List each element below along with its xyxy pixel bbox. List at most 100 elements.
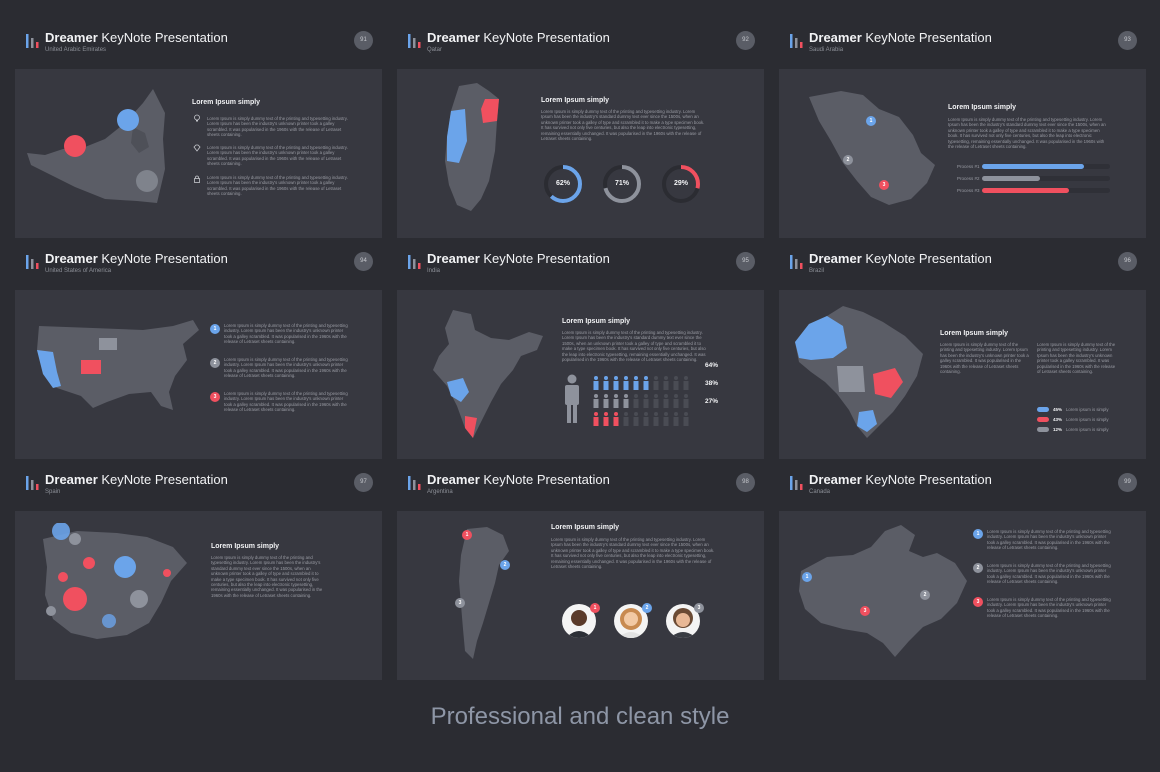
bar-fill [982, 188, 1070, 193]
logo-bars-icon [408, 476, 421, 490]
slide-title: Dreamer KeyNote Presentation [427, 251, 610, 266]
logo-bars-icon [26, 34, 39, 48]
bar-label: Process #3 [957, 188, 980, 193]
saudi-map [809, 91, 935, 205]
person-icon [593, 394, 599, 408]
marker-1: 1 [866, 116, 876, 126]
page-number: 92 [736, 31, 755, 50]
marker-1: 1 [210, 324, 220, 334]
percent-label: 64% [705, 362, 719, 369]
section-heading: Lorem Ipsum simply [541, 97, 610, 104]
person-icon [643, 376, 649, 390]
person-icon [565, 374, 579, 423]
page-number: 96 [1118, 252, 1137, 271]
slide-header: Dreamer KeyNote Presentation Saudi Arabi… [779, 17, 1146, 69]
slide-title: Dreamer KeyNote Presentation [809, 30, 992, 45]
person-icon [643, 412, 649, 426]
marker-2: 2 [843, 155, 853, 165]
person-icon [663, 394, 669, 408]
person-icon [603, 376, 609, 390]
person-icon [683, 412, 689, 426]
canada-map [799, 525, 967, 657]
donut-chart [544, 165, 700, 203]
slide-title: Dreamer KeyNote Presentation [45, 251, 228, 266]
legend-text: Lorem ipsum is simply [1066, 427, 1109, 432]
donut-arc [603, 165, 641, 203]
slide-header: Dreamer KeyNote Presentation Qatar 92 [397, 17, 764, 69]
slide-card: Lorem Ipsum simply Lorem Ipsum is simply… [779, 290, 1146, 459]
person-icon [633, 376, 639, 390]
bulb-pin-icon [117, 109, 139, 131]
logo-bars-icon [408, 34, 421, 48]
slide-country: Qatar [427, 47, 443, 53]
marker-3: 3 [860, 606, 870, 616]
percent-label: 38% [705, 380, 719, 387]
legend-swatch [1037, 417, 1049, 422]
diamond-pin-icon [136, 170, 158, 192]
bar-track [982, 176, 1110, 181]
person-icon [663, 412, 669, 426]
slide-spain: Dreamer KeyNote Presentation Spain 97 Lo… [15, 459, 382, 680]
item-text: Lorem Ipsum is simply dummy text of the … [224, 323, 348, 345]
person-icon [603, 394, 609, 408]
person-icon [673, 376, 679, 390]
person-icon [653, 394, 659, 408]
item-text: Lorem Ipsum is simply dummy text of the … [207, 116, 348, 138]
slide-country: United States of America [45, 268, 112, 274]
slide-card: 1 2 3 Lorem Ipsum simply Lorem Ipsum is … [397, 511, 764, 680]
donut-label: 62% [555, 180, 570, 187]
marker-2: 2 [210, 358, 220, 368]
avatar-badge-1: 1 [590, 603, 600, 613]
item-text: Lorem Ipsum is simply dummy text of the … [207, 145, 348, 167]
slide-card: 1 2 3 1 Lorem Ipsum is simply dummy text… [779, 511, 1146, 680]
bar-fill [982, 176, 1040, 181]
india-map [433, 310, 543, 438]
item-text: Lorem Ipsum is simply dummy text of the … [207, 175, 348, 197]
section-heading: Lorem Ipsum simply [940, 330, 1009, 337]
slide-header: Dreamer KeyNote Presentation United Arab… [15, 17, 382, 69]
avatar-badge-2: 2 [642, 603, 652, 613]
bar-track [982, 164, 1110, 169]
donut-label: 71% [614, 180, 629, 187]
person-icon [653, 412, 659, 426]
person-icon [633, 394, 639, 408]
uae-map [27, 89, 165, 203]
slide-india: Dreamer KeyNote Presentation India 95 Lo… [397, 238, 764, 459]
person-icon [643, 394, 649, 408]
marker-3: 3 [879, 180, 889, 190]
slide-country: United Arabic Emirates [45, 47, 107, 53]
bar-label: Process #2 [957, 176, 980, 181]
body-text: Lorem Ipsum is simply dummy text of the … [940, 342, 1029, 375]
logo-bars-icon [408, 255, 421, 269]
marker-3: 3 [210, 392, 220, 402]
legend-percent: 12% [1053, 427, 1063, 432]
slide-title: Dreamer KeyNote Presentation [427, 472, 610, 487]
slide-title: Dreamer KeyNote Presentation [45, 472, 228, 487]
body-text: Lorem Ipsum is simply dummy text of the … [551, 537, 715, 570]
slide-title: Dreamer KeyNote Presentation [427, 30, 610, 45]
legend-swatch [1037, 427, 1049, 432]
body-text: Lorem Ipsum is simply dummy text of the … [1037, 342, 1116, 375]
footer-caption: Professional and clean style [430, 703, 730, 730]
person-icon [683, 394, 689, 408]
marker-1: 1 [973, 529, 983, 539]
donut-arc [662, 165, 700, 203]
person-icon [613, 394, 619, 408]
slide-qatar: Dreamer KeyNote Presentation Qatar 92 Lo… [397, 17, 764, 238]
person-icon [633, 412, 639, 426]
person-icon [673, 394, 679, 408]
slide-title: Dreamer KeyNote Presentation [809, 472, 992, 487]
marker-1: 1 [802, 572, 812, 582]
item-text: Lorem Ipsum is simply dummy text of the … [224, 391, 348, 413]
person-icon [593, 412, 599, 426]
item-text: Lorem Ipsum is simply dummy text of the … [987, 529, 1111, 551]
avatar [614, 604, 648, 638]
body-text: Lorem Ipsum is simply dummy text of the … [541, 109, 705, 142]
person-icon [663, 376, 669, 390]
legend-percent: 45% [1053, 407, 1063, 412]
slide-header: Dreamer KeyNote Presentation Argentina 9… [397, 459, 764, 511]
slide-country: Canada [809, 489, 831, 495]
person-icon [613, 412, 619, 426]
bulb-icon [194, 114, 200, 122]
slide-saudi: Dreamer KeyNote Presentation Saudi Arabi… [779, 17, 1146, 238]
